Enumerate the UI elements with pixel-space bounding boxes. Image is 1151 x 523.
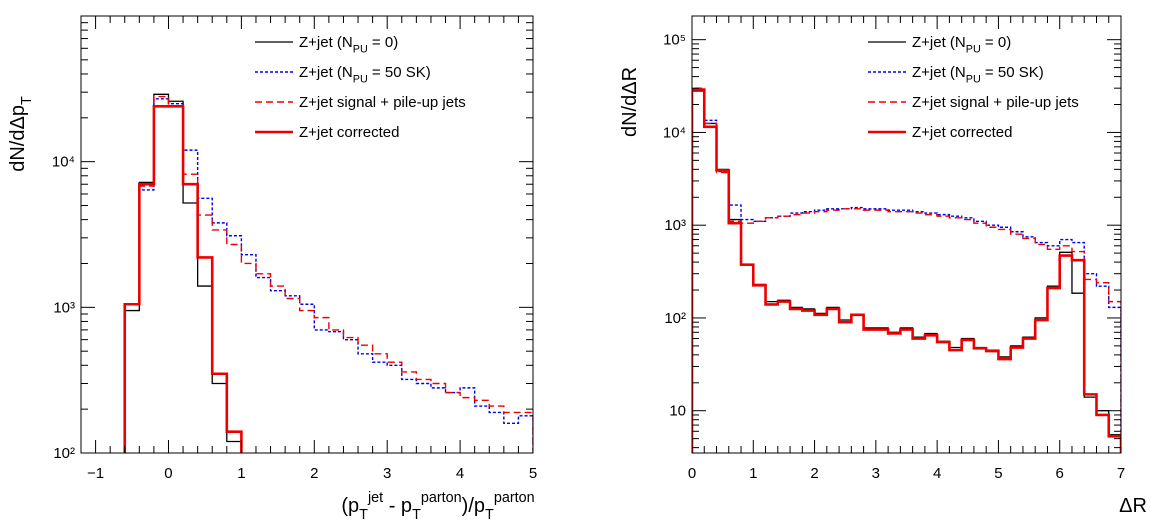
x-tick-label: 2 (310, 465, 318, 482)
legend-label-1: Z+jet (NPU = 50 SK) (912, 64, 1044, 85)
x-tick-label: 2 (810, 465, 818, 482)
series-line-3 (692, 88, 1121, 453)
series-group (692, 87, 1121, 453)
legend: Z+jet (NPU = 0) Z+jet (NPU = 50 SK) Z+jet … (868, 34, 1079, 141)
y-tick-label: 10⁴ (52, 154, 75, 171)
x-tick-label: 4 (933, 465, 941, 482)
legend-label-0: Z+jet (NPU = 0) (912, 34, 1011, 55)
pt-resolution-panel: −1 0 1 2 3 4 5 10² 10³ 10⁴ (pTjet - pTparton)/pTpa… (7, 15, 537, 523)
series-line-0 (124, 93, 243, 453)
legend-label-2: Z+jet signal + pile-up jets (299, 94, 466, 111)
y-axis-label: dN/dΔpT (7, 96, 35, 172)
plot-frame (691, 15, 1122, 454)
y-tick-label: 10 (669, 403, 686, 420)
series-line-2 (692, 87, 1121, 453)
series-line-2 (124, 95, 533, 453)
legend: Z+jet (NPU = 0) Z+jet (NPU = 50 SK) Z+jet … (255, 34, 466, 141)
delta-r-panel: 0 1 2 3 4 5 6 7 10 10² 10³ 10⁴ 10⁵ ΔR dN/dΔR Z+jet (NPU… (619, 15, 1147, 517)
x-tick-label: 3 (872, 465, 880, 482)
y-tick-label: 10⁵ (663, 32, 686, 49)
x-tick-label: 1 (749, 465, 757, 482)
x-tick-label: 6 (1056, 465, 1064, 482)
x-axis: −1 0 1 2 3 4 5 (87, 16, 537, 482)
legend-label-0: Z+jet (NPU = 0) (299, 34, 398, 55)
plot-frame (80, 15, 534, 454)
x-tick-label: 5 (994, 465, 1002, 482)
series-line-1 (124, 98, 533, 453)
series-line-3 (123, 104, 243, 453)
legend-label-3: Z+jet corrected (912, 124, 1012, 141)
x-axis-label: (pTjet - pTparton)/pTparton (341, 490, 534, 523)
x-tick-label: 5 (529, 465, 537, 482)
series-line-0 (692, 90, 1121, 453)
x-tick-label: 3 (383, 465, 391, 482)
series-group (123, 93, 533, 453)
x-tick-label: 0 (688, 465, 696, 482)
legend-label-3: Z+jet corrected (299, 124, 399, 141)
legend-label-1: Z+jet (NPU = 50 SK) (299, 64, 431, 85)
x-tick-label: 1 (237, 465, 245, 482)
x-axis: 0 1 2 3 4 5 6 7 (688, 16, 1125, 482)
x-axis-label: ΔR (1119, 495, 1147, 517)
x-tick-label: 4 (456, 465, 464, 482)
y-tick-label: 10³ (53, 299, 75, 316)
x-tick-label: 0 (164, 465, 172, 482)
series-line-1 (692, 90, 1121, 453)
y-tick-label: 10³ (664, 217, 686, 234)
x-tick-label: −1 (87, 465, 104, 482)
legend-label-2: Z+jet signal + pile-up jets (912, 94, 1079, 111)
x-tick-label: 7 (1117, 465, 1125, 482)
y-axis: 10 10² 10³ 10⁴ 10⁵ (663, 32, 1121, 449)
y-tick-label: 10⁴ (663, 124, 686, 141)
y-axis: 10² 10³ 10⁴ (52, 15, 533, 462)
y-axis-label: dN/dΔR (619, 67, 641, 137)
y-tick-label: 10² (664, 310, 686, 327)
y-tick-label: 10² (53, 445, 75, 462)
